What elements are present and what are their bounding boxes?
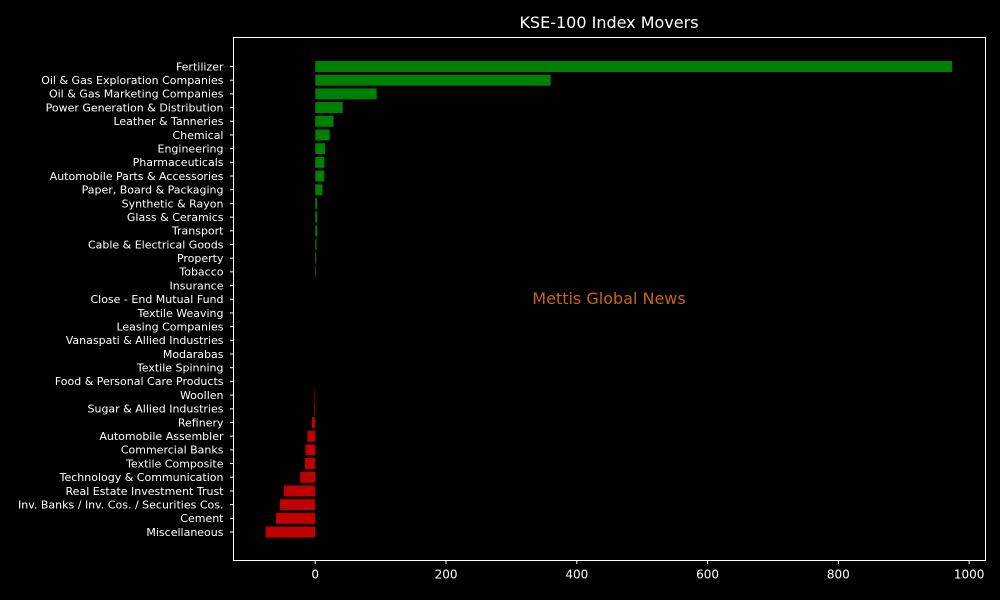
category-label: Paper, Board & Packaging [82, 184, 224, 197]
bar [279, 499, 316, 511]
x-tick-label: 200 [435, 568, 458, 582]
bar [305, 444, 316, 456]
x-tick-label: 800 [827, 568, 850, 582]
bar [300, 471, 316, 483]
x-tick-label: 0 [311, 568, 319, 582]
bars-group [265, 61, 953, 538]
category-label: Woollen [180, 389, 224, 402]
bar [315, 225, 318, 237]
bar [315, 156, 325, 168]
category-label: Synthetic & Rayon [122, 197, 224, 210]
category-label: Refinery [178, 416, 224, 429]
category-label: Automobile Parts & Accessories [50, 170, 224, 183]
category-label: Fertilizer [176, 60, 224, 73]
bar [315, 102, 343, 114]
bar [315, 252, 317, 264]
category-label: Oil & Gas Exploration Companies [41, 74, 224, 87]
chart-title: KSE-100 Index Movers [519, 13, 698, 32]
bar [315, 74, 551, 86]
category-label: Engineering [158, 142, 224, 155]
bar [315, 211, 318, 223]
category-label: Property [177, 252, 224, 265]
bar [315, 143, 326, 155]
category-label: Textile Spinning [136, 362, 224, 375]
bar [276, 512, 316, 524]
bar [315, 266, 316, 278]
category-label: Leather & Tanneries [113, 115, 223, 128]
bar [315, 115, 334, 127]
category-label: Glass & Ceramics [127, 211, 224, 224]
category-label: Inv. Banks / Inv. Cos. / Securities Cos. [18, 498, 223, 511]
category-label: Textile Composite [125, 457, 224, 470]
category-label: Technology & Communication [59, 471, 224, 484]
category-label: Close - End Mutual Fund [90, 293, 223, 306]
category-label: Chemical [172, 129, 223, 142]
bar [315, 170, 325, 182]
category-label: Tobacco [178, 266, 223, 279]
x-axis-ticks: 0 200 400 600 800 1000 [311, 560, 985, 582]
category-label: Insurance [170, 279, 224, 292]
category-label: Sugar & Allied Industries [87, 403, 223, 416]
category-label: Vanaspati & Allied Industries [66, 334, 224, 347]
category-label: Food & Personal Care Products [55, 375, 224, 388]
category-label: Oil & Gas Marketing Companies [49, 88, 224, 101]
bar [311, 416, 316, 428]
category-label: Commercial Banks [121, 444, 224, 457]
category-label: Real Estate Investment Trust [66, 485, 225, 498]
category-label: Leasing Companies [116, 320, 223, 333]
bar [315, 129, 330, 141]
category-label: Automobile Assembler [99, 430, 224, 443]
bar [314, 389, 316, 401]
bar [315, 197, 318, 209]
x-tick-label: 400 [565, 568, 588, 582]
bar [314, 403, 316, 415]
bar [315, 184, 323, 196]
bar [315, 61, 953, 72]
x-tick-label: 1000 [954, 568, 985, 582]
bar [265, 526, 316, 538]
category-label: Cable & Electrical Goods [88, 238, 224, 251]
bar [283, 485, 316, 497]
category-label: Miscellaneous [146, 526, 223, 539]
category-label: Cement [180, 512, 224, 525]
category-label: Transport [171, 225, 224, 238]
bar [315, 239, 317, 250]
bar [307, 430, 316, 442]
category-label: Pharmaceuticals [133, 156, 224, 169]
category-label: Textile Weaving [137, 307, 224, 320]
bar [304, 458, 316, 470]
x-tick-label: 600 [696, 568, 719, 582]
category-label: Modarabas [163, 348, 224, 361]
bar [315, 88, 377, 100]
category-label: Power Generation & Distribution [46, 101, 224, 114]
watermark-text: Mettis Global News [532, 289, 685, 308]
